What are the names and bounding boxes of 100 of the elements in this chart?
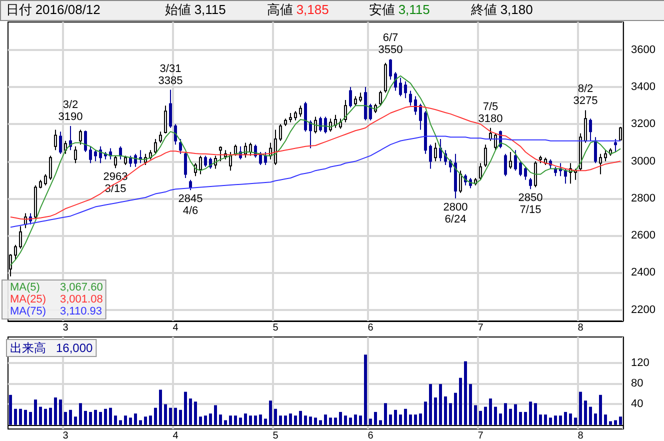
annotation: 2800 6/24 <box>443 201 468 226</box>
candlestick <box>544 157 547 166</box>
candlestick <box>369 103 372 121</box>
annotation: 16,000 <box>56 341 94 355</box>
bar <box>239 418 242 425</box>
y-tick-label: 3000 <box>631 155 656 168</box>
candlestick <box>159 131 162 144</box>
x-tick-label: 5 <box>272 322 279 334</box>
x-tick-label: 6 <box>368 322 374 334</box>
bar <box>284 416 287 425</box>
bar <box>214 405 217 425</box>
bar <box>199 416 202 425</box>
candlestick <box>69 126 72 151</box>
candlestick <box>439 138 442 162</box>
candlestick <box>184 152 187 178</box>
candlestick <box>274 129 277 166</box>
candlestick <box>509 152 512 170</box>
bar <box>29 412 32 425</box>
candlestick <box>84 130 87 152</box>
text: 安値 3,115 <box>369 2 430 17</box>
candlestick <box>419 103 422 130</box>
annotation: 6/7 3550 <box>378 32 403 56</box>
bar <box>9 394 12 425</box>
bar <box>79 403 82 425</box>
bar <box>319 420 322 425</box>
bar <box>494 406 497 425</box>
candlestick <box>404 80 407 99</box>
candlestick <box>429 144 432 170</box>
candlestick <box>169 89 172 128</box>
candlestick <box>179 138 182 154</box>
bar <box>469 384 472 425</box>
bar <box>439 384 442 425</box>
candlestick <box>74 146 77 164</box>
annotation: 3,110.93 <box>60 306 102 318</box>
bar <box>424 402 427 425</box>
bar <box>249 416 252 425</box>
bar <box>204 416 207 425</box>
bar <box>499 413 502 425</box>
candlestick <box>164 105 167 134</box>
bar <box>314 418 317 425</box>
bar <box>474 405 477 425</box>
bar <box>219 414 222 425</box>
bar <box>409 414 412 425</box>
bar <box>609 421 612 425</box>
bar <box>309 416 312 425</box>
bar <box>174 408 177 425</box>
bar <box>189 398 192 425</box>
bar <box>39 406 42 425</box>
candlestick <box>414 96 417 116</box>
bar <box>574 418 577 425</box>
bar <box>269 400 272 425</box>
text: MA(25) <box>10 294 46 306</box>
bar <box>254 416 257 425</box>
candlestick <box>574 168 577 180</box>
bar <box>489 398 492 425</box>
bar <box>19 408 22 425</box>
bar <box>94 410 97 425</box>
candlestick <box>289 112 292 123</box>
candlestick <box>479 162 482 180</box>
bar <box>49 408 52 425</box>
candlestick <box>259 152 262 166</box>
bar <box>529 402 532 425</box>
bar <box>524 412 527 425</box>
candlestick <box>139 150 142 164</box>
bar <box>389 414 392 425</box>
bar <box>479 410 482 425</box>
candlestick <box>89 146 92 164</box>
text: MA(75) <box>10 306 46 318</box>
bar <box>119 420 122 425</box>
bar <box>509 408 512 425</box>
bar <box>59 400 62 425</box>
bar <box>229 416 232 425</box>
candlestick <box>19 226 22 250</box>
candlestick <box>154 138 157 154</box>
x-tick-label: 3 <box>62 322 69 334</box>
candlestick <box>489 127 492 142</box>
annotation: 3/2 3190 <box>58 99 83 123</box>
bar <box>164 404 167 425</box>
annotation: 2850 7/15 <box>518 192 543 216</box>
candlestick <box>319 116 322 132</box>
bar <box>544 414 547 425</box>
candlestick <box>134 153 137 168</box>
y-tick-label: 2800 <box>631 192 656 204</box>
bar <box>454 392 457 425</box>
line-series <box>10 136 621 228</box>
bar <box>89 412 92 425</box>
candlestick <box>394 72 397 92</box>
bar <box>564 412 567 425</box>
candlestick <box>124 155 127 166</box>
text: 終値 3,180 <box>470 2 533 17</box>
bar <box>124 416 127 425</box>
bar <box>259 414 262 425</box>
bar <box>549 418 552 425</box>
candlestick <box>459 170 462 194</box>
bar <box>399 414 402 425</box>
candlestick <box>199 155 202 175</box>
candlestick <box>339 118 342 130</box>
bar <box>464 361 467 425</box>
bar <box>224 420 227 425</box>
candlestick <box>364 86 367 121</box>
